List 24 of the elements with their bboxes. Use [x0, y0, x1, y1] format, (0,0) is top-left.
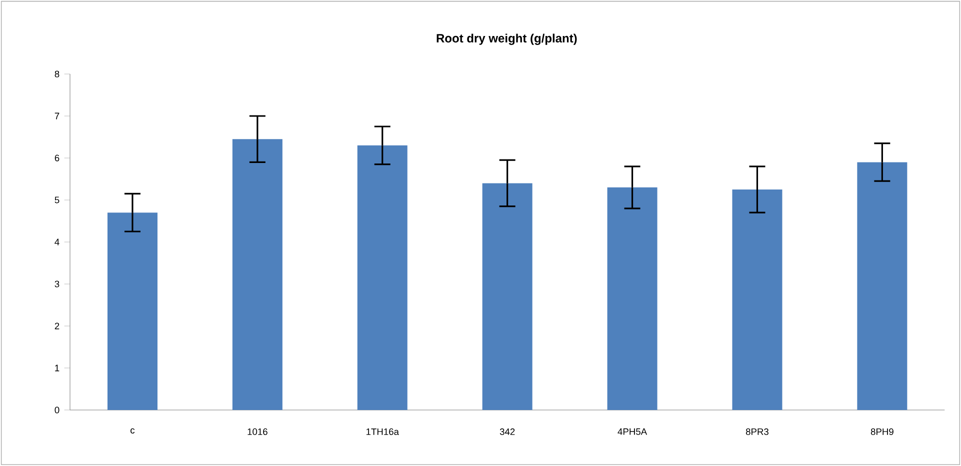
y-tick-label: 6	[54, 154, 60, 162]
y-tick-label: 1	[55, 364, 60, 372]
bar	[232, 139, 282, 410]
x-tick-label: c	[130, 428, 135, 434]
x-tick-label: 1016	[248, 428, 268, 435]
y-tick-label: 5	[54, 196, 60, 204]
x-tick-label: 8PR3	[746, 428, 768, 435]
y-tick-label: 3	[54, 280, 60, 288]
x-tick-label: 1TH16a	[366, 428, 399, 435]
y-tick-label: 7	[54, 112, 60, 120]
bar	[857, 162, 908, 410]
bar	[107, 212, 158, 410]
bar	[607, 187, 658, 410]
x-tick-label: 4PH5A	[618, 428, 648, 435]
y-tick-label: 4	[54, 238, 60, 246]
y-tick-label: 2	[54, 322, 60, 330]
x-tick-label: 342	[500, 428, 515, 435]
bar	[732, 189, 782, 410]
bar	[482, 183, 532, 410]
chart-title: Root dry weight (g/plant)	[436, 34, 577, 45]
bar	[357, 145, 408, 410]
y-tick-label: 8	[54, 70, 60, 78]
x-tick-label: 8PH9	[870, 428, 894, 435]
y-tick-label: 0	[54, 406, 60, 414]
